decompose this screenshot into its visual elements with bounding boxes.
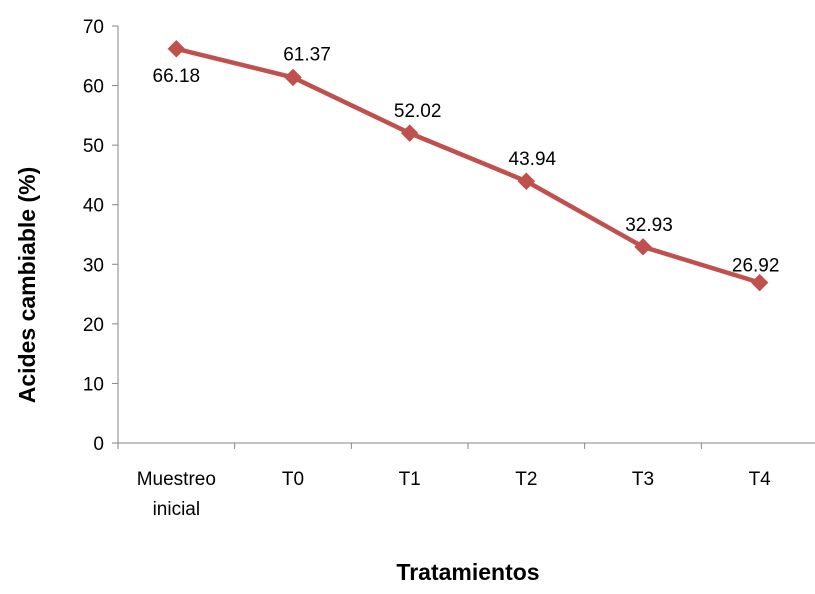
data-point-marker	[284, 68, 302, 87]
x-axis-title: Tratamientos	[396, 559, 539, 585]
series-group	[167, 40, 769, 292]
x-axis: Muestreo inicial T0 T1 T2 T3 T4	[117, 442, 815, 520]
data-label: 52.02	[394, 101, 442, 122]
y-tick-label: 60	[83, 77, 104, 98]
data-point-marker	[167, 40, 186, 58]
data-label: 61.37	[283, 44, 331, 65]
y-tick-label: 20	[83, 315, 104, 336]
data-point-marker	[750, 273, 769, 292]
data-label: 43.94	[509, 149, 557, 170]
x-tick-label: Muestreo inicial	[137, 469, 216, 520]
data-label: 66.18	[153, 66, 201, 87]
data-point-marker	[634, 238, 652, 256]
y-tick-label: 0	[93, 434, 104, 455]
y-tick-label: 50	[83, 136, 104, 157]
x-tick-label: T1	[399, 469, 421, 490]
data-label: 26.92	[732, 256, 780, 277]
y-tick-label: 40	[83, 196, 104, 217]
data-point-marker	[517, 172, 536, 190]
y-tick-label: 10	[83, 374, 104, 395]
x-tick-label: T3	[632, 469, 654, 490]
y-tick-label: 30	[83, 255, 104, 276]
x-tick-label: T4	[749, 469, 772, 490]
data-labels: 66.18 61.37 52.02 43.94 32.93 26.92	[153, 44, 780, 276]
series-line	[174, 46, 762, 285]
data-label: 32.93	[625, 215, 673, 236]
x-tick-label: T0	[282, 469, 304, 490]
data-point-marker	[400, 124, 419, 142]
y-tick-label: 70	[83, 17, 104, 38]
y-axis: 0 10 20 30 40 50 60 70	[83, 17, 119, 455]
y-axis-title: Acides cambiable (%)	[14, 167, 40, 403]
x-tick-label: T2	[515, 469, 537, 490]
